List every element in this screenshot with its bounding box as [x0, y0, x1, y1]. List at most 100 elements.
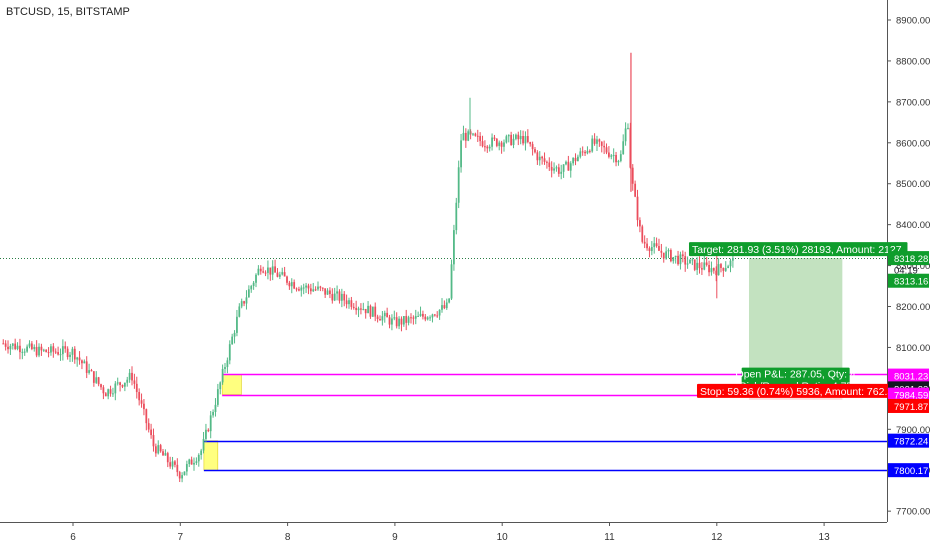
candle-body — [162, 451, 164, 456]
price-label-text: 7872.24 — [894, 437, 928, 448]
candle-body — [462, 132, 465, 141]
candle-body — [610, 155, 613, 157]
candle-body — [431, 314, 434, 318]
candle-body — [565, 161, 567, 165]
symbol-title: BTCUSD, 15, BITSTAMP — [6, 6, 130, 18]
candle-body — [484, 146, 486, 148]
candle-body — [677, 255, 679, 265]
candle-body — [660, 250, 663, 253]
candle-body — [23, 351, 26, 353]
candle-body — [603, 145, 606, 148]
candle-body — [290, 282, 293, 287]
candle-body — [293, 282, 296, 289]
candle-body — [150, 429, 152, 436]
candle-body — [45, 349, 48, 353]
candle-body — [348, 300, 350, 305]
candle-body — [54, 351, 57, 353]
target-label-text: Target: 281.93 (3.51%) 28193, Amount: 21… — [692, 244, 904, 256]
candle-body — [696, 262, 699, 270]
candle-body — [617, 160, 620, 163]
candle-body — [157, 445, 160, 454]
candle-body — [727, 266, 730, 269]
candle-body — [364, 309, 367, 314]
candle-body — [646, 243, 648, 249]
candle-body — [662, 252, 665, 259]
candle-body — [569, 163, 572, 171]
candle-body — [283, 272, 286, 277]
candle-body — [255, 274, 257, 283]
candle-body — [519, 136, 522, 140]
candle-body — [469, 131, 472, 135]
candle-body — [667, 250, 670, 252]
candle-body — [724, 268, 727, 271]
candle-body — [61, 346, 64, 355]
candle-body — [555, 167, 558, 169]
candle-body — [240, 301, 243, 307]
candle-body — [221, 368, 224, 383]
candle-body — [90, 370, 93, 372]
candle-body — [710, 268, 713, 273]
candle-body — [183, 471, 186, 476]
candle-body — [600, 141, 603, 146]
y-tick-label: 7700.00 — [896, 507, 930, 518]
candle-body — [605, 147, 608, 153]
candle-body — [112, 393, 114, 395]
candle-body — [288, 282, 291, 287]
candle-body — [572, 157, 575, 164]
candle-body — [722, 267, 725, 271]
candle-body — [278, 274, 281, 277]
candle-body — [450, 264, 453, 299]
x-tick-label: 11 — [604, 532, 615, 543]
candle-body — [553, 168, 555, 171]
price-label-2: 8313.16 — [888, 273, 929, 288]
candle-body — [298, 289, 300, 291]
candle-body — [71, 348, 74, 355]
candle-body — [193, 462, 195, 465]
candle-body — [340, 293, 343, 301]
candle-body — [236, 316, 238, 333]
candle-body — [50, 346, 52, 353]
candle-body — [143, 403, 145, 410]
candle-body — [598, 139, 601, 142]
candle-body — [636, 196, 639, 221]
candle-body — [543, 158, 546, 162]
y-tick-label: 8100.00 — [896, 343, 930, 354]
candle-body — [264, 272, 267, 274]
candle-body — [312, 289, 315, 292]
candle-body — [500, 142, 503, 147]
stop-label-text: Stop: 59.36 (0.74%) 5936, Amount: 762.56 — [700, 386, 899, 398]
y-tick-label: 8700.00 — [896, 97, 930, 108]
candle-body — [436, 315, 439, 317]
candle-body — [560, 171, 563, 174]
candle-body — [486, 146, 489, 149]
price-label-bg — [888, 387, 929, 402]
candle-body — [567, 161, 570, 171]
candle-body — [324, 288, 327, 295]
candle-body — [52, 346, 55, 352]
candle-body — [212, 412, 214, 416]
candle-body — [367, 305, 369, 314]
candle-body — [176, 464, 179, 473]
candle-body — [631, 167, 634, 184]
candle-body — [383, 312, 386, 317]
x-tick-label: 9 — [392, 532, 398, 543]
candle-body — [202, 438, 205, 451]
candle-body — [457, 167, 460, 203]
candle-body — [588, 150, 591, 152]
candle-body — [464, 132, 467, 141]
candle-body — [715, 270, 718, 276]
candle-body — [515, 134, 517, 139]
candle-body — [350, 300, 353, 307]
candle-body — [503, 142, 505, 147]
candle-body — [472, 133, 474, 135]
candle-body — [317, 286, 319, 290]
candle-body — [445, 302, 448, 309]
candle-body — [429, 317, 431, 319]
candle-body — [250, 286, 253, 290]
target-label-bg — [688, 242, 908, 257]
candle-body — [591, 138, 594, 152]
candle-body — [195, 461, 198, 463]
candle-body — [615, 155, 617, 163]
